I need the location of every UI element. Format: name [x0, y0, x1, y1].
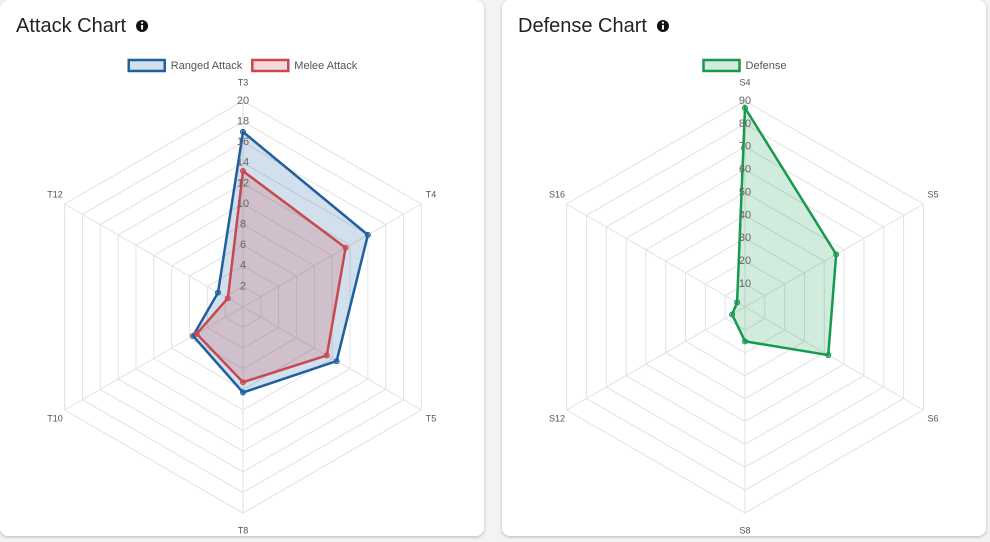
legend-swatch: [702, 58, 741, 73]
point: [342, 244, 349, 251]
spoke: [566, 306, 746, 411]
card-title: Defense Chart: [518, 15, 647, 37]
point: [240, 168, 246, 175]
r-tick-label: 4: [240, 260, 246, 272]
spoke: [64, 203, 244, 308]
r-tick-label: 16: [237, 136, 249, 148]
r-tick-label: 10: [237, 198, 249, 210]
point: [734, 299, 741, 306]
chart: Attack Chart 2 4 6 8 10 12 14 16 18 20 T3 T4 T5 T8 T10 T…: [16, 15, 437, 535]
point: [240, 389, 246, 396]
r-tick-label: 14: [237, 157, 249, 169]
attack-card: Attack Chart 2 4 6 8 10 12 14 16 18 20 T3 T4 T5 T8 T10 T…: [0, 0, 484, 536]
r-tick-label: 30: [739, 232, 751, 244]
legend-label: Melee Attack: [294, 60, 357, 72]
point: [333, 358, 340, 365]
info-dot: [661, 21, 665, 24]
r-tick-label: 60: [739, 164, 751, 176]
legend-label: Defense: [746, 60, 787, 72]
point: [240, 379, 246, 386]
axis-label: T4: [426, 189, 437, 199]
axis-label: T5: [426, 413, 437, 423]
axis-label: T10: [47, 413, 63, 423]
axis-label: S12: [549, 413, 565, 423]
r-tick-label: 20: [237, 95, 249, 107]
info-dot: [140, 21, 144, 24]
spoke: [242, 203, 422, 308]
point: [833, 251, 840, 258]
point: [224, 295, 231, 302]
spoke: [744, 306, 924, 411]
r-tick-label: 12: [237, 177, 249, 189]
chart: Defense Chart 10 20 30 40 50 60 70 80 90 S4 S5 S6 S8 S…: [518, 15, 938, 535]
r-tick-label: 20: [739, 255, 751, 267]
card-title: Attack Chart: [16, 15, 126, 37]
r-tick-label: 40: [739, 209, 751, 221]
r-tick-label: 6: [240, 239, 246, 251]
r-tick-label: 90: [739, 95, 751, 107]
legend-swatch: [127, 58, 166, 73]
legend: Defense: [702, 58, 787, 73]
legend-swatch: [251, 58, 290, 73]
axis-label: T3: [238, 77, 249, 87]
r-tick-label: 50: [739, 186, 751, 198]
legend-label: Ranged Attack: [171, 60, 243, 72]
point: [240, 128, 246, 135]
spoke: [566, 203, 746, 308]
axis-label: T8: [238, 525, 249, 535]
point: [364, 231, 371, 238]
point: [825, 352, 832, 359]
axis-label: S6: [927, 413, 938, 423]
r-tick-label: 2: [240, 280, 246, 292]
r-tick-label: 18: [237, 116, 249, 128]
point: [729, 311, 736, 318]
info-icon: [656, 20, 669, 32]
point: [193, 330, 200, 337]
axis-label: S8: [739, 525, 750, 535]
info-icon: [136, 20, 149, 32]
point: [742, 104, 748, 111]
spoke: [242, 306, 422, 411]
spoke: [64, 306, 244, 411]
axis-label: S4: [739, 77, 750, 87]
defense-card: Defense Chart 10 20 30 40 50 60 70 80 90 S4 S5 S6 S8 S…: [502, 0, 986, 536]
axis-label: S16: [549, 189, 565, 199]
r-tick-label: 8: [240, 219, 246, 231]
axis-label: S5: [927, 189, 938, 199]
info-bar: [661, 25, 664, 30]
r-tick-label: 70: [739, 141, 751, 153]
point: [742, 338, 748, 345]
point: [215, 289, 222, 296]
axis-label: T12: [47, 189, 63, 199]
legend: Ranged Attack Melee Attack: [127, 58, 358, 73]
r-tick-label: 10: [739, 278, 751, 290]
r-tick-label: 80: [739, 118, 751, 130]
info-bar: [141, 25, 144, 30]
point: [323, 352, 330, 359]
